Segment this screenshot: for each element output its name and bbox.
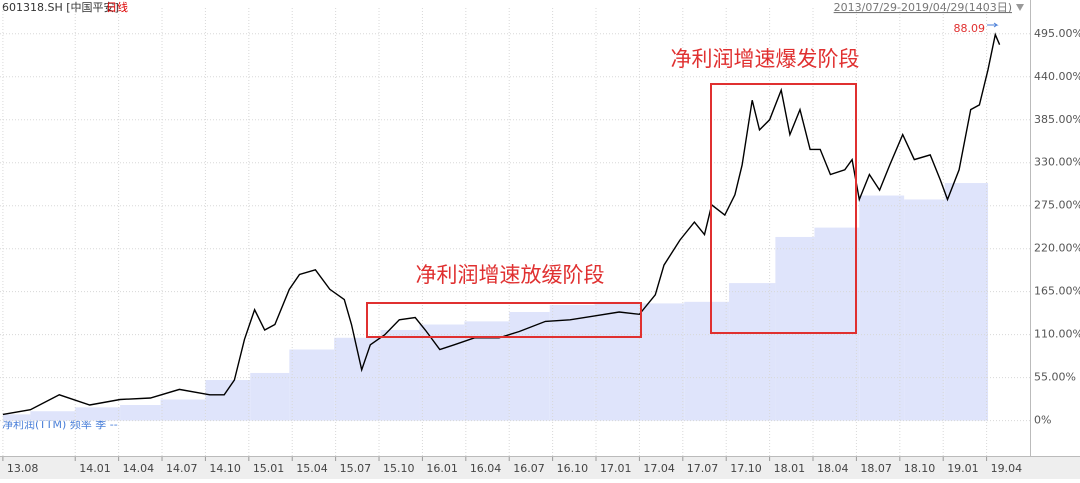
profit-step: [419, 324, 465, 421]
profit-step: [2, 414, 31, 421]
y-tick-label: 55.00%: [1034, 371, 1076, 384]
price-line: [2, 32, 1001, 416]
x-tick-label: 18.10: [904, 462, 936, 475]
price-arrow: [987, 22, 999, 28]
x-tick-label: 17.10: [730, 462, 762, 475]
annotation: 净利润增速爆发阶段: [671, 47, 860, 71]
y-tick-label: 165.00%: [1034, 285, 1080, 298]
x-tick-label: 19.01: [947, 462, 979, 475]
profit-step: [160, 399, 206, 421]
symbol: 601318.SH [中国平安]: [2, 0, 119, 14]
x-tick-label: 15.01: [253, 462, 285, 475]
y-tick-label: 330.00%: [1034, 156, 1080, 169]
profit-step: [509, 311, 550, 421]
y-tick-label: 220.00%: [1034, 242, 1080, 255]
x-tick-label: 16.10: [557, 462, 589, 475]
period: 日线: [106, 0, 128, 14]
profit-step: [120, 404, 161, 421]
x-tick-label: 14.10: [209, 462, 241, 475]
x-tick-label: 18.01: [774, 462, 806, 475]
x-tick-label: 16.04: [470, 462, 502, 475]
profit-step: [205, 379, 251, 421]
x-tick-label: 15.10: [383, 462, 415, 475]
x-tick-label: 14.04: [123, 462, 155, 475]
profit-step: [639, 303, 685, 421]
y-tick-label: 440.00%: [1034, 70, 1080, 83]
x-tick-label: 15.07: [340, 462, 372, 475]
x-tick-label: 16.07: [513, 462, 545, 475]
y-tick-label: 275.00%: [1034, 199, 1080, 212]
x-tick-label: 16.01: [426, 462, 458, 475]
profit-step: [775, 236, 815, 421]
x-tick-label: 17.01: [600, 462, 632, 475]
profit-step: [289, 349, 335, 421]
x-tick-label: 15.04: [296, 462, 328, 475]
annotation-box: [366, 302, 642, 338]
x-tick-label: 18.07: [860, 462, 892, 475]
annotation-box: [710, 83, 857, 334]
profit-step: [250, 372, 290, 421]
profit-step: [594, 301, 640, 421]
profit-step: [380, 329, 420, 421]
y-tick-label: 110.00%: [1034, 328, 1080, 341]
profit-step: [944, 183, 989, 421]
x-tick-label: 17.07: [687, 462, 719, 475]
y-tick-label: 0%: [1034, 414, 1051, 427]
x-tick-label: 14.07: [166, 462, 198, 475]
profit-step: [549, 304, 595, 421]
profit-step: [859, 195, 905, 421]
x-tick-label: 18.04: [817, 462, 849, 475]
date-range: 2013/07/29-2019/04/29(1403日): [834, 1, 1012, 14]
profit-step: [814, 227, 860, 421]
y-tick-label: 385.00%: [1034, 113, 1080, 126]
profit-step: [729, 283, 776, 421]
x-tick-label: 19.04: [991, 462, 1023, 475]
profit-step: [30, 411, 76, 421]
x-tick-label: 14.01: [79, 462, 111, 475]
x-axis-band: [0, 457, 1080, 479]
annotation: 净利润增速放缓阶段: [416, 263, 605, 287]
price-label: 88.09: [954, 22, 986, 35]
x-tick-label: 13.08: [7, 462, 38, 475]
dropdown-icon: [1016, 4, 1024, 11]
profit-step: [904, 199, 945, 421]
profit-step: [684, 301, 730, 421]
y-tick-label: 495.00%: [1034, 27, 1080, 40]
x-tick-label: 17.04: [643, 462, 675, 475]
profit-step: [75, 407, 121, 421]
